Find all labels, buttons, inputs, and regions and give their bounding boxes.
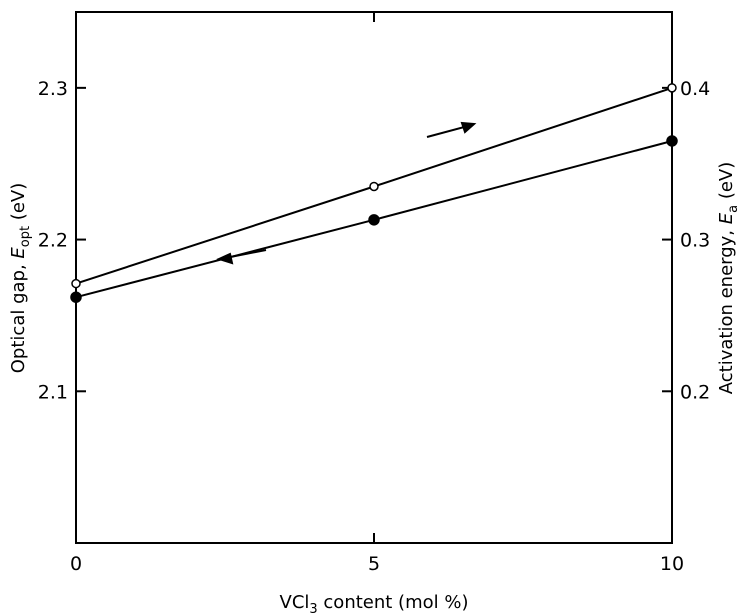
y-axis-left-title: Optical gap, Eopt (eV): [8, 183, 33, 373]
series-group: [75, 86, 673, 299]
y-right-tick-label: 0.2: [680, 381, 710, 403]
marker-group: [70, 83, 678, 303]
filled-point-left: [70, 291, 82, 303]
plot-frame: [75, 11, 673, 544]
arrow-left-annotation: [216, 249, 267, 265]
open-point-right: [667, 83, 677, 93]
filled-point-left: [368, 214, 380, 226]
x-tick-label: 5: [368, 553, 380, 575]
y-left-tick-label: 2.2: [38, 230, 68, 252]
x-tick-label: 0: [70, 553, 82, 575]
open-point-right: [369, 181, 379, 192]
y-left-tick-label: 2.1: [38, 381, 68, 403]
y-right-tick-label: 0.3: [680, 230, 710, 252]
y-right-tick-label: 0.4: [680, 78, 710, 100]
tick-group: 0 5 10 2.1 2.2 2.3 0.2 0.3 0.4: [38, 12, 710, 575]
y-axis-right-title: Activation energy, Ea (eV): [716, 162, 741, 395]
x-axis-title: VCl3 content (mol %): [280, 592, 469, 616]
filled-point-left: [666, 135, 678, 147]
open-point-right: [71, 278, 81, 289]
x-tick-label: 10: [660, 553, 684, 575]
y-left-tick-label: 2.3: [38, 78, 68, 100]
arrow-right-annotation: [426, 121, 477, 138]
